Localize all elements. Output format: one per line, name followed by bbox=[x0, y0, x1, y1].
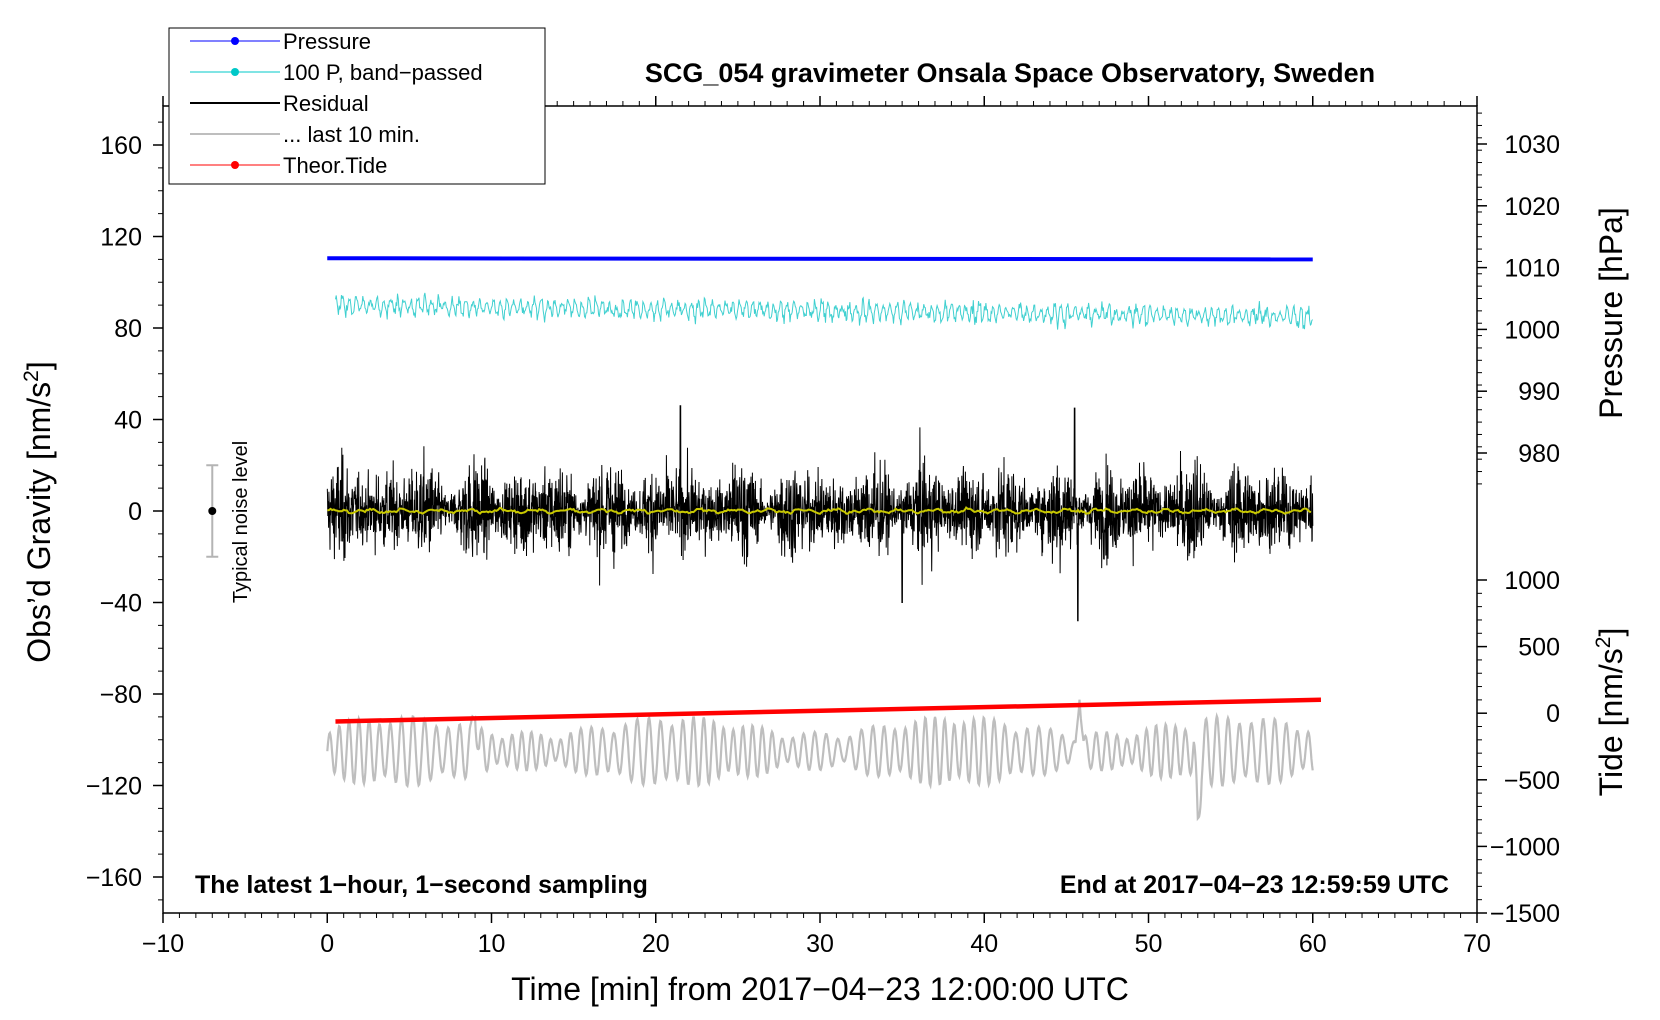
tide-tick-label: 0 bbox=[1546, 700, 1560, 728]
y-left-tick-label: 160 bbox=[100, 132, 142, 160]
y-left-tick-label: 120 bbox=[100, 224, 142, 252]
tide-tick-label: −500 bbox=[1504, 767, 1560, 795]
pressure-tick-label: 1030 bbox=[1504, 131, 1560, 159]
noise-level-label: Typical noise level bbox=[230, 441, 252, 603]
y-axis-tide-title: Tide [nm/s2] bbox=[1592, 628, 1629, 797]
tide-tick-label: 1000 bbox=[1504, 567, 1560, 595]
y-left-tick-label: 40 bbox=[114, 407, 142, 435]
legend-label: 100 P, band−passed bbox=[283, 60, 483, 85]
y-left-tick-label: −160 bbox=[86, 864, 142, 892]
annotation-sampling: The latest 1−hour, 1−second sampling bbox=[195, 871, 648, 899]
series-residual-smoothed bbox=[327, 506, 1312, 515]
tide-tick-label: 500 bbox=[1518, 634, 1560, 662]
noise-bar-center bbox=[208, 507, 217, 515]
x-tick-label: 10 bbox=[478, 930, 506, 958]
series-theor-tide bbox=[335, 697, 1322, 724]
legend-label: Residual bbox=[283, 91, 369, 116]
series-band-passed-pressure bbox=[335, 292, 1313, 330]
pressure-tick-label: 1000 bbox=[1504, 316, 1560, 344]
y-axis-pressure-title: Pressure [hPa] bbox=[1593, 207, 1629, 419]
y-left-tick-label: 80 bbox=[114, 315, 142, 343]
y-axis-left-title-end: ] bbox=[21, 361, 57, 370]
pressure-tick-label: 990 bbox=[1518, 378, 1560, 406]
y-axis-left-title: Obs’d Gravity [nm/s2] bbox=[20, 361, 57, 663]
legend-marker bbox=[231, 37, 239, 45]
legend-box bbox=[168, 27, 546, 185]
chart-title: SCG_054 gravimeter Onsala Space Observat… bbox=[645, 58, 1375, 88]
series-pressure bbox=[327, 256, 1313, 262]
x-tick-label: 40 bbox=[970, 930, 998, 958]
legend-marker bbox=[231, 161, 239, 169]
y-left-tick-label: −120 bbox=[86, 773, 142, 801]
y-left-tick-label: −80 bbox=[100, 681, 142, 709]
y-axis-tide-title-main: Tide [nm/s bbox=[1593, 648, 1629, 796]
series-layer bbox=[326, 256, 1322, 822]
x-tick-label: 0 bbox=[320, 930, 334, 958]
x-axis: −10 0 10 20 30 40 50 60 70 bbox=[142, 96, 1491, 958]
legend-label: ... last 10 min. bbox=[283, 122, 420, 147]
y-axis-left-title-main: Obs’d Gravity [nm/s bbox=[21, 382, 57, 663]
x-tick-label: 30 bbox=[806, 930, 834, 958]
legend: Pressure 100 P, band−passed Residual ... la… bbox=[168, 27, 546, 185]
y-left-tick-label: 0 bbox=[128, 498, 142, 526]
series-last-10-min bbox=[326, 699, 1314, 822]
x-tick-label: 50 bbox=[1135, 930, 1163, 958]
annotation-end-time: End at 2017−04−23 12:59:59 UTC bbox=[1060, 871, 1449, 899]
x-tick-label: 70 bbox=[1463, 930, 1491, 958]
pressure-tick-label: 1010 bbox=[1504, 255, 1560, 283]
legend-marker bbox=[231, 68, 239, 76]
legend-label: Pressure bbox=[283, 29, 371, 54]
y-axis-left: 160 120 80 40 0 −40 −80 −120 −160 bbox=[86, 121, 163, 901]
y-left-tick-label: −40 bbox=[100, 590, 142, 618]
x-tick-label: −10 bbox=[142, 930, 184, 958]
x-axis-title: Time [min] from 2017−04−23 12:00:00 UTC bbox=[511, 971, 1129, 1007]
pressure-tick-label: 1020 bbox=[1504, 193, 1560, 221]
noise-level-indicator bbox=[206, 464, 219, 558]
y-axis-tide-title-end: ] bbox=[1593, 628, 1629, 637]
tide-tick-label: −1000 bbox=[1490, 833, 1560, 861]
y-axis-tide-title-sup: 2 bbox=[1592, 637, 1615, 649]
x-tick-label: 60 bbox=[1299, 930, 1327, 958]
y-axis-left-title-sup: 2 bbox=[20, 370, 43, 382]
pressure-tick-label: 980 bbox=[1518, 440, 1560, 468]
y-axis-right: 1030 1020 1010 1000 990 980 1000 500 0 −500 −1000 −… bbox=[1477, 112, 1560, 928]
x-tick-label: 20 bbox=[642, 930, 670, 958]
tide-tick-label: −1500 bbox=[1490, 900, 1560, 928]
series-residual bbox=[326, 405, 1314, 622]
legend-label: Theor.Tide bbox=[283, 153, 387, 178]
